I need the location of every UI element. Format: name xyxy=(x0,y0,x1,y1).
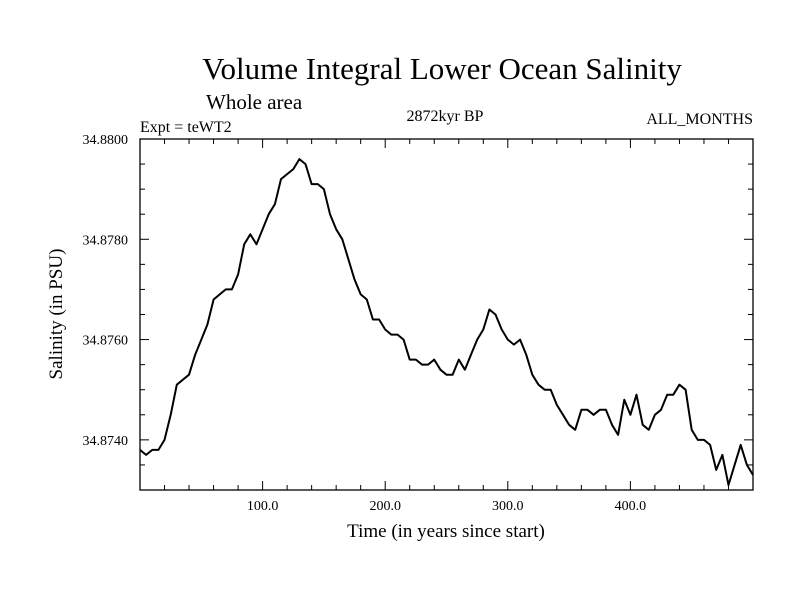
x-tick-label: 400.0 xyxy=(615,499,647,514)
plot-frame xyxy=(139,138,754,491)
y-tick-label: 34.8800 xyxy=(83,133,129,148)
x-tick-label: 100.0 xyxy=(247,499,279,514)
x-tick-label: 300.0 xyxy=(492,499,524,514)
chart-subtitle: Whole area xyxy=(206,90,303,114)
y-tick-label: 34.8740 xyxy=(83,434,129,449)
y-axis-label: Salinity (in PSU) xyxy=(46,249,67,380)
chart-title: Volume Integral Lower Ocean Salinity xyxy=(202,51,682,86)
y-axis: 34.8740 34.8760 34.8780 34.8800 xyxy=(83,133,753,466)
y-tick-label: 34.8760 xyxy=(83,334,129,349)
experiment-label: Expt = teWT2 xyxy=(140,119,232,136)
salinity-series-line xyxy=(139,158,754,486)
x-tick-label: 200.0 xyxy=(369,499,401,514)
x-axis-label: Time (in years since start) xyxy=(347,521,545,542)
months-label: ALL_MONTHS xyxy=(646,111,753,128)
y-tick-label: 34.8780 xyxy=(83,233,129,248)
x-axis: 100.0 200.0 300.0 400.0 xyxy=(164,139,729,514)
time-period-label: 2872kyr BP xyxy=(407,108,484,125)
